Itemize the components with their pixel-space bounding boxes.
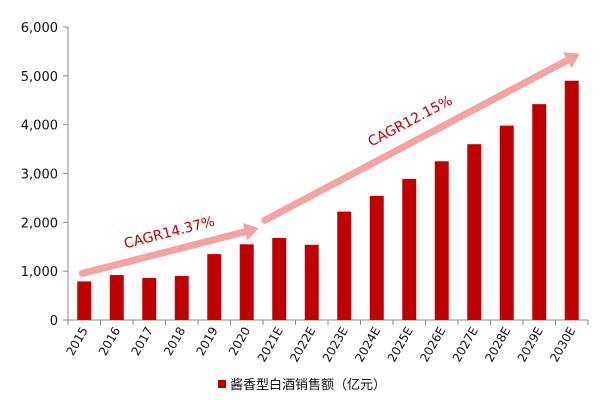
y-tick-label: 0 xyxy=(50,314,58,329)
y-tick-label: 3,000 xyxy=(21,168,58,183)
bar xyxy=(239,244,254,320)
cagr-label: CAGR14.37% xyxy=(122,214,216,253)
y-tick-label: 1,000 xyxy=(21,265,58,280)
x-tick-label: 2016 xyxy=(96,325,123,358)
x-axis: 2015 2016 2017 2018 2019 2020 2021E 2022E 2023E 2… xyxy=(63,319,589,365)
x-tick-label: 2023E xyxy=(320,325,351,365)
bar xyxy=(434,161,449,320)
bar xyxy=(272,237,287,320)
x-tick-label: 2026E xyxy=(417,325,448,365)
x-tick-label: 2027E xyxy=(450,325,481,365)
bar xyxy=(467,144,482,320)
bar xyxy=(109,275,124,320)
bar xyxy=(304,244,319,320)
bar xyxy=(174,276,189,320)
x-tick-label: 2018 xyxy=(161,325,188,358)
bar xyxy=(207,254,222,320)
bar xyxy=(532,104,547,320)
x-tick-label: 2025E xyxy=(385,325,416,365)
bar xyxy=(499,125,514,320)
bar xyxy=(369,195,384,320)
bar xyxy=(402,178,417,320)
x-tick-label: 2022E xyxy=(287,325,318,365)
bars xyxy=(77,80,579,320)
cagr-arrow-shaft xyxy=(261,56,571,224)
x-tick-label: 2021E xyxy=(255,325,286,365)
bar xyxy=(564,80,579,320)
x-tick-label: 2030E xyxy=(547,325,578,365)
x-tick-label: 2017 xyxy=(128,325,155,358)
x-tick-label: 2028E xyxy=(482,325,513,365)
y-tick-label: 2,000 xyxy=(21,216,58,231)
legend-label: 酱香型白酒销售额（亿元） xyxy=(230,377,386,393)
bar xyxy=(142,278,157,320)
bar xyxy=(337,211,352,320)
x-tick-label: 2020 xyxy=(226,325,253,358)
y-tick-label: 5,000 xyxy=(21,70,58,85)
bar xyxy=(77,281,92,320)
legend-swatch xyxy=(218,380,226,388)
x-tick-label: 2019 xyxy=(193,325,220,358)
cagr-arrow-shaft xyxy=(78,228,249,277)
y-tick-label: 4,000 xyxy=(21,119,58,134)
x-tick-label: 2029E xyxy=(515,325,546,365)
cagr-arrow-head xyxy=(563,52,580,69)
cagr-arrow-head xyxy=(242,223,259,241)
legend: 酱香型白酒销售额（亿元） xyxy=(218,377,386,393)
x-tick-label: 2015 xyxy=(63,325,90,358)
y-axis: 0 1,000 2,000 3,000 4,000 5,000 6,000 xyxy=(21,21,69,329)
y-tick-label: 6,000 xyxy=(21,21,58,36)
x-tick-label: 2024E xyxy=(352,325,383,365)
